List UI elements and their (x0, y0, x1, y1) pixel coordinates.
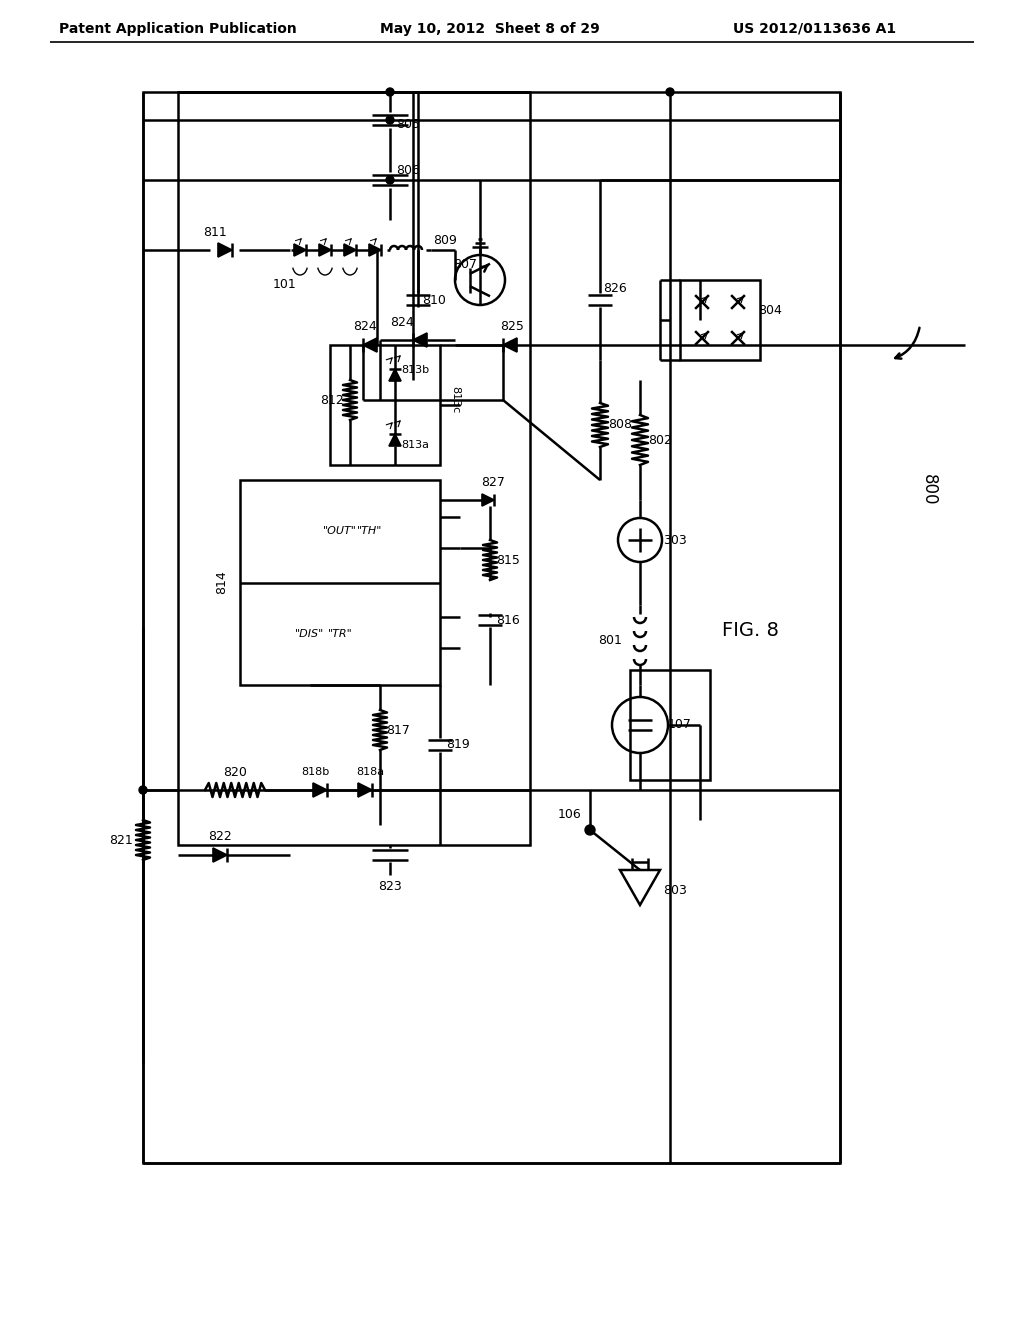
Polygon shape (319, 244, 331, 256)
Text: 812: 812 (321, 393, 344, 407)
Text: 804: 804 (758, 304, 782, 317)
Polygon shape (362, 338, 377, 352)
Text: 825: 825 (500, 321, 524, 334)
Text: 824: 824 (353, 321, 377, 334)
Circle shape (139, 785, 147, 795)
Text: US 2012/0113636 A1: US 2012/0113636 A1 (733, 22, 897, 36)
Text: "TH": "TH" (357, 527, 383, 536)
Polygon shape (294, 244, 306, 256)
Text: 813c: 813c (450, 387, 460, 413)
Text: 101: 101 (273, 279, 297, 292)
Bar (143, 92, 840, 1163)
Text: 824: 824 (390, 315, 414, 329)
Text: 813b: 813b (401, 366, 429, 375)
Text: 106: 106 (558, 808, 582, 821)
Polygon shape (369, 244, 381, 256)
Text: 808: 808 (608, 418, 632, 432)
Bar (630, 671, 710, 780)
Text: 818a: 818a (356, 767, 384, 777)
Bar (330, 345, 440, 465)
Text: 802: 802 (648, 433, 672, 446)
Bar (178, 92, 530, 845)
Text: "TR": "TR" (328, 628, 352, 639)
Polygon shape (503, 338, 517, 352)
Text: 822: 822 (208, 830, 231, 843)
Text: 811: 811 (203, 226, 227, 239)
Text: 826: 826 (603, 281, 627, 294)
Bar (680, 280, 760, 360)
Polygon shape (482, 494, 494, 506)
Text: May 10, 2012  Sheet 8 of 29: May 10, 2012 Sheet 8 of 29 (380, 22, 600, 36)
Bar (240, 480, 440, 685)
Text: 823: 823 (378, 880, 401, 894)
Polygon shape (389, 434, 401, 446)
Polygon shape (344, 244, 356, 256)
Text: 817: 817 (386, 723, 410, 737)
Circle shape (386, 88, 394, 96)
Polygon shape (389, 370, 401, 381)
Circle shape (386, 176, 394, 183)
Circle shape (585, 825, 595, 836)
Text: 805: 805 (396, 119, 420, 132)
Text: 818b: 818b (301, 767, 329, 777)
Text: 815: 815 (496, 553, 520, 566)
Text: 809: 809 (433, 234, 457, 247)
Text: 820: 820 (223, 766, 247, 779)
Polygon shape (218, 243, 232, 257)
Text: 810: 810 (422, 293, 445, 306)
Text: 807: 807 (453, 259, 477, 272)
Text: 801: 801 (598, 634, 622, 647)
Text: 800: 800 (920, 474, 938, 506)
Text: 819: 819 (446, 738, 470, 751)
Text: 303: 303 (664, 533, 687, 546)
Text: 813a: 813a (401, 440, 429, 450)
Text: 814: 814 (215, 570, 228, 594)
Polygon shape (358, 783, 372, 797)
Text: 806: 806 (396, 164, 420, 177)
Text: Patent Application Publication: Patent Application Publication (59, 22, 297, 36)
Text: "OUT": "OUT" (323, 527, 357, 536)
Text: FIG. 8: FIG. 8 (722, 620, 778, 639)
Text: 803: 803 (664, 883, 687, 896)
Text: 107: 107 (668, 718, 692, 731)
Text: 821: 821 (110, 833, 133, 846)
Circle shape (666, 88, 674, 96)
Polygon shape (413, 333, 427, 347)
Text: "DIS": "DIS" (295, 628, 325, 639)
Text: 816: 816 (496, 614, 520, 627)
Polygon shape (213, 847, 227, 862)
Polygon shape (313, 783, 327, 797)
Circle shape (386, 116, 394, 124)
Text: 827: 827 (481, 475, 505, 488)
